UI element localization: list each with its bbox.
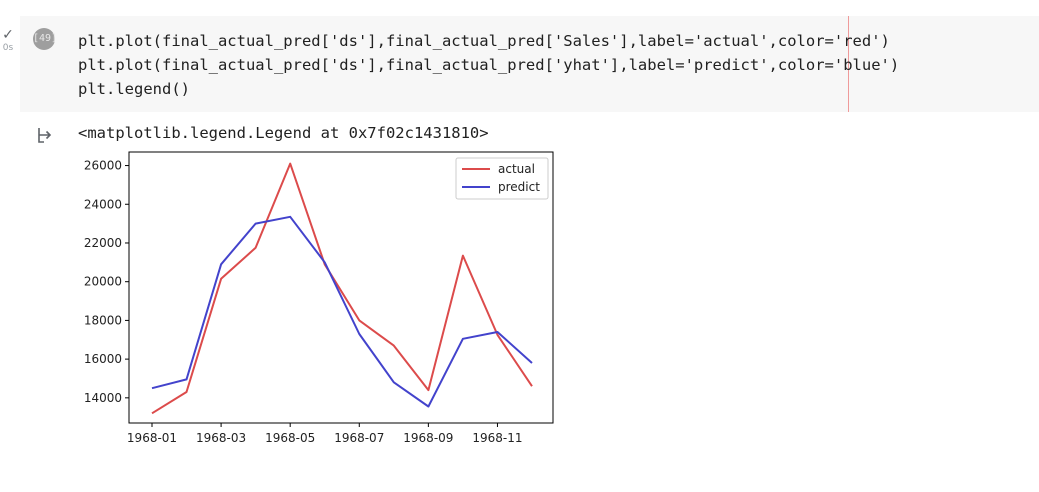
legend-label-predict: predict (498, 180, 540, 194)
line-length-ruler (848, 16, 849, 112)
y-tick-label: 20000 (84, 275, 122, 289)
code-editor[interactable]: plt.plot(final_actual_pred['ds'],final_a… (78, 29, 899, 101)
run-cell-button[interactable]: [49] (27, 28, 57, 50)
code-cell[interactable] (20, 16, 1039, 112)
y-tick-label: 22000 (84, 236, 122, 250)
execution-count: [49] (33, 28, 57, 50)
code-line: plt.plot(final_actual_pred['ds'],final_a… (78, 56, 900, 74)
checkmark-icon: ✓ (2, 27, 14, 43)
x-tick-label: 1968-01 (127, 431, 177, 445)
y-tick-label: 14000 (84, 391, 122, 405)
series-line-predict (151, 215, 533, 408)
series-line-actual (151, 162, 533, 415)
output-arrow-icon[interactable] (36, 126, 54, 144)
execution-status: ✓ 0s (0, 28, 16, 53)
y-axis: 14000 16000 18000 20000 22000 24000 26000 (84, 159, 129, 405)
y-tick-label: 24000 (84, 197, 122, 211)
code-line: plt.legend() (78, 80, 190, 98)
output-text: <matplotlib.legend.Legend at 0x7f02c1431… (78, 124, 489, 142)
legend-label-actual: actual (498, 162, 535, 176)
y-tick-label: 16000 (84, 352, 122, 366)
x-tick-label: 1968-03 (196, 431, 246, 445)
x-axis: 1968-01 1968-03 1968-05 1968-07 1968-09 1968-… (127, 423, 523, 445)
code-line: plt.plot(final_actual_pred['ds'],final_a… (78, 32, 890, 50)
y-tick-label: 26000 (84, 159, 122, 173)
plot-frame (128, 151, 554, 424)
execution-duration: 0s (2, 43, 14, 53)
y-tick-label: 18000 (84, 313, 122, 327)
x-tick-label: 1968-05 (265, 431, 315, 445)
x-tick-label: 1968-11 (472, 431, 522, 445)
line-chart: 14000 16000 18000 20000 22000 24000 26000 1968… (84, 151, 554, 445)
x-tick-label: 1968-07 (334, 431, 384, 445)
legend: actual predict (455, 157, 549, 200)
plot-lines (151, 162, 533, 415)
x-tick-label: 1968-09 (403, 431, 453, 445)
